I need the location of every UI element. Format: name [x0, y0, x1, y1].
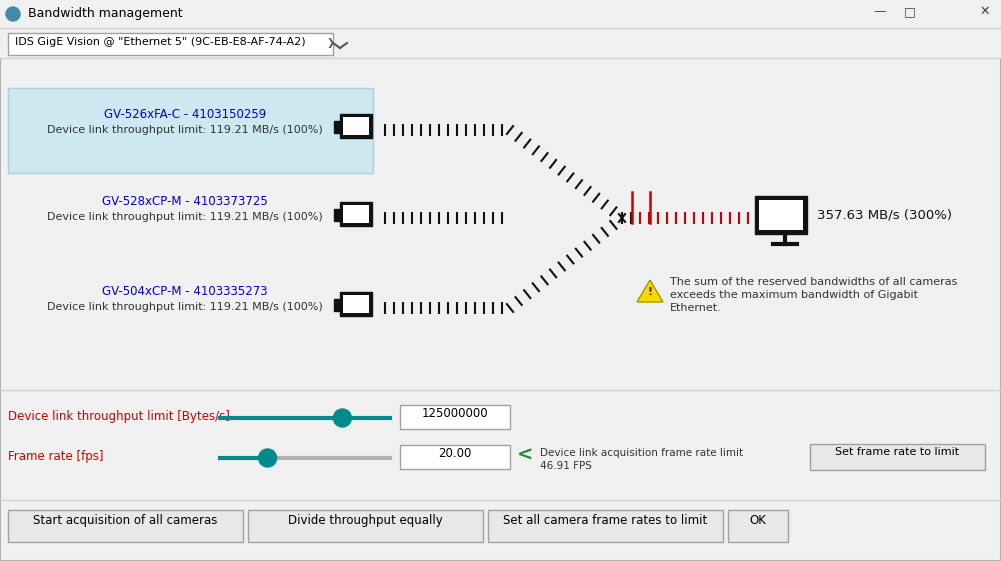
Text: Set frame rate to limit: Set frame rate to limit: [835, 447, 959, 457]
Text: Device link acquisition frame rate limit
46.91 FPS: Device link acquisition frame rate limit…: [540, 448, 743, 471]
Text: ❯: ❯: [327, 38, 335, 48]
Bar: [400, 405, 510, 429]
Text: ✕: ✕: [980, 5, 990, 18]
Text: <: <: [517, 446, 534, 465]
Text: Device link throughput limit: 119.21 MB/s (100%): Device link throughput limit: 119.21 MB/…: [47, 302, 323, 312]
Bar: [343, 205, 369, 223]
Text: —: —: [874, 5, 886, 18]
Text: GV-528xCP-M - 4103373725: GV-528xCP-M - 4103373725: [102, 195, 268, 208]
Bar: [340, 202, 372, 226]
Bar: [0, 0, 1001, 28]
Text: Frame rate [fps]: Frame rate [fps]: [8, 450, 103, 463]
Bar: [0, 28, 1001, 58]
Text: Start acquisition of all cameras: Start acquisition of all cameras: [33, 514, 217, 527]
Circle shape: [6, 7, 20, 21]
Bar: [334, 121, 342, 133]
Bar: [488, 510, 723, 542]
Text: Divide throughput equally: Divide throughput equally: [288, 514, 442, 527]
Text: GV-504xCP-M - 4103335273: GV-504xCP-M - 4103335273: [102, 285, 268, 298]
Bar: [8, 33, 333, 55]
Text: 20.00: 20.00: [438, 447, 471, 460]
Bar: [8, 510, 243, 542]
Bar: [8, 88, 373, 173]
Text: The sum of the reserved bandwidths of all cameras
exceeds the maximum bandwidth : The sum of the reserved bandwidths of al…: [670, 277, 957, 314]
Bar: [343, 117, 369, 135]
Bar: [340, 114, 372, 138]
Bar: [400, 445, 510, 469]
Text: □: □: [904, 5, 916, 18]
Text: Set all camera frame rates to limit: Set all camera frame rates to limit: [504, 514, 708, 527]
Bar: [334, 209, 342, 221]
Circle shape: [333, 409, 351, 427]
Text: IDS GigE Vision @ "Ethernet 5" (9C-EB-E8-AF-74-A2): IDS GigE Vision @ "Ethernet 5" (9C-EB-E8…: [15, 37, 305, 47]
Bar: [810, 444, 985, 470]
Text: OK: OK: [750, 514, 767, 527]
Bar: [728, 510, 788, 542]
Text: Device link throughput limit [Bytes/s]: Device link throughput limit [Bytes/s]: [8, 410, 230, 423]
Circle shape: [258, 449, 276, 467]
Text: !: !: [648, 287, 653, 297]
Polygon shape: [637, 280, 663, 302]
Bar: [759, 200, 803, 230]
Bar: [334, 299, 342, 311]
Text: Bandwidth management: Bandwidth management: [28, 7, 182, 20]
Text: GV-526xFA-C - 4103150259: GV-526xFA-C - 4103150259: [104, 108, 266, 121]
Text: Device link throughput limit: 119.21 MB/s (100%): Device link throughput limit: 119.21 MB/…: [47, 125, 323, 135]
Text: 125000000: 125000000: [421, 407, 488, 420]
Text: 357.63 MB/s (300%): 357.63 MB/s (300%): [817, 208, 952, 221]
Bar: [248, 510, 483, 542]
Bar: [343, 295, 369, 313]
Bar: [755, 196, 807, 234]
Text: Device link throughput limit: 119.21 MB/s (100%): Device link throughput limit: 119.21 MB/…: [47, 212, 323, 222]
Bar: [340, 292, 372, 316]
